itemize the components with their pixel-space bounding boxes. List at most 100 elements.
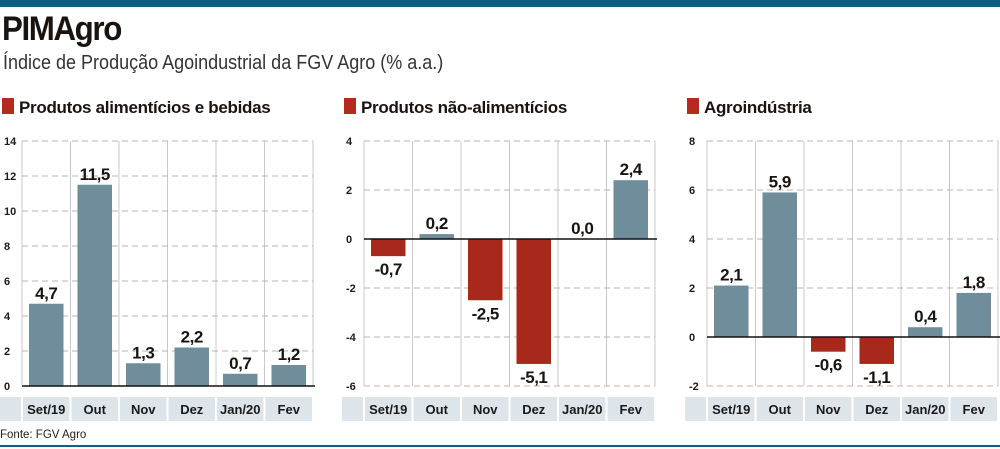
data-label: 2,1 bbox=[720, 266, 742, 285]
x-tick-label: Out bbox=[84, 402, 107, 417]
y-tick-label: 0 bbox=[689, 332, 695, 344]
category-cell bbox=[365, 397, 412, 421]
category-cell bbox=[853, 397, 900, 421]
category-cell bbox=[805, 397, 852, 421]
data-label: 0,0 bbox=[571, 219, 593, 238]
category-cell bbox=[217, 397, 264, 421]
x-tick-label: Jan/20 bbox=[220, 402, 260, 417]
data-label: 11,5 bbox=[80, 165, 110, 184]
category-band-spacer bbox=[685, 397, 706, 421]
x-tick-label: Dez bbox=[180, 402, 204, 417]
data-label: -0,7 bbox=[375, 260, 402, 279]
y-tick-label: 2 bbox=[689, 283, 695, 295]
category-band-spacer bbox=[0, 397, 21, 421]
y-tick-label: 4 bbox=[346, 136, 353, 148]
bar bbox=[419, 234, 454, 239]
category-cell bbox=[950, 397, 997, 421]
category-band-spacer bbox=[342, 397, 363, 421]
y-tick-label: 4 bbox=[689, 234, 696, 246]
y-tick-label: 6 bbox=[4, 276, 10, 288]
x-tick-label: Dez bbox=[522, 402, 546, 417]
bar bbox=[859, 337, 894, 364]
bar bbox=[811, 337, 846, 352]
data-label: -0,6 bbox=[815, 356, 842, 375]
data-label: 0,7 bbox=[229, 354, 251, 373]
category-cell bbox=[902, 397, 949, 421]
chart-panel-2: Produtos não-alimentícios Set/19 Out Nov Dez… bbox=[342, 98, 657, 421]
x-tick-label: Set/19 bbox=[712, 402, 750, 417]
x-tick-label: Nov bbox=[473, 402, 498, 417]
category-cell bbox=[607, 397, 654, 421]
data-label: 2,2 bbox=[181, 328, 203, 347]
chart-title: Produtos alimentícios e bebidas bbox=[19, 98, 270, 117]
y-tick-label: -6 bbox=[346, 381, 356, 393]
category-cell bbox=[462, 397, 509, 421]
y-tick-label: 2 bbox=[346, 185, 352, 197]
category-cell bbox=[559, 397, 606, 421]
bottom-rule bbox=[0, 445, 1000, 447]
data-label: -1,1 bbox=[863, 368, 890, 387]
data-label: 0,4 bbox=[914, 307, 937, 326]
y-tick-label: 6 bbox=[689, 185, 695, 197]
category-cell bbox=[168, 397, 215, 421]
category-cell bbox=[71, 397, 118, 421]
y-tick-label: 2 bbox=[4, 346, 10, 358]
y-tick-label: 12 bbox=[4, 171, 16, 183]
y-tick-label: -2 bbox=[346, 283, 356, 295]
x-tick-label: Set/19 bbox=[27, 402, 65, 417]
bar bbox=[714, 285, 749, 337]
bar bbox=[956, 292, 991, 337]
category-cell bbox=[265, 397, 312, 421]
y-tick-label: 0 bbox=[4, 381, 10, 393]
x-tick-label: Nov bbox=[816, 402, 841, 417]
x-tick-label: Fev bbox=[963, 402, 986, 417]
bar bbox=[77, 184, 112, 386]
bar bbox=[223, 373, 258, 386]
category-cell bbox=[120, 397, 167, 421]
bar bbox=[126, 363, 161, 386]
x-tick-label: Set/19 bbox=[369, 402, 407, 417]
bar bbox=[468, 239, 503, 301]
data-label: 4,7 bbox=[35, 284, 57, 303]
bar bbox=[29, 303, 64, 386]
y-tick-label: 4 bbox=[4, 311, 11, 323]
x-tick-label: Nov bbox=[131, 402, 156, 417]
page-subtitle: Índice de Produção Agoindustrial da FGV … bbox=[3, 52, 444, 74]
chart-title: Produtos não-alimentícios bbox=[361, 98, 567, 117]
category-cell bbox=[708, 397, 755, 421]
x-tick-label: Jan/20 bbox=[562, 402, 602, 417]
bar bbox=[908, 327, 943, 337]
x-tick-label: Out bbox=[769, 402, 792, 417]
bar bbox=[613, 180, 648, 239]
data-label: 0,2 bbox=[426, 214, 448, 233]
x-tick-label: Fev bbox=[278, 402, 301, 417]
y-tick-label: 8 bbox=[4, 241, 10, 253]
page-title: PIMAgro bbox=[2, 10, 122, 48]
source-note: Fonte: FGV Agro bbox=[0, 429, 87, 441]
data-label: 5,9 bbox=[769, 172, 791, 191]
x-tick-label: Dez bbox=[865, 402, 889, 417]
data-label: 1,8 bbox=[963, 273, 985, 292]
bar bbox=[516, 239, 551, 364]
bar bbox=[271, 365, 306, 386]
category-cell bbox=[413, 397, 460, 421]
x-tick-label: Jan/20 bbox=[905, 402, 945, 417]
data-label: -5,1 bbox=[520, 368, 547, 387]
y-tick-label: 0 bbox=[346, 234, 352, 246]
category-cell bbox=[510, 397, 557, 421]
y-tick-label: -2 bbox=[689, 381, 699, 393]
x-tick-label: Fev bbox=[620, 402, 643, 417]
x-tick-label: Out bbox=[426, 402, 449, 417]
category-cell bbox=[23, 397, 70, 421]
top-accent-bar bbox=[0, 0, 1000, 7]
data-label: 1,3 bbox=[132, 343, 154, 362]
data-label: 2,4 bbox=[620, 160, 643, 179]
y-tick-label: -4 bbox=[346, 332, 357, 344]
bar bbox=[174, 347, 209, 386]
y-tick-label: 8 bbox=[689, 136, 695, 148]
y-tick-label: 14 bbox=[4, 136, 17, 148]
bar bbox=[762, 192, 797, 337]
chart-panel-3: Agroindústria Set/19 Out Nov Dez Jan/20 Fev -2 0… bbox=[685, 98, 1000, 421]
y-tick-label: 10 bbox=[4, 206, 16, 218]
